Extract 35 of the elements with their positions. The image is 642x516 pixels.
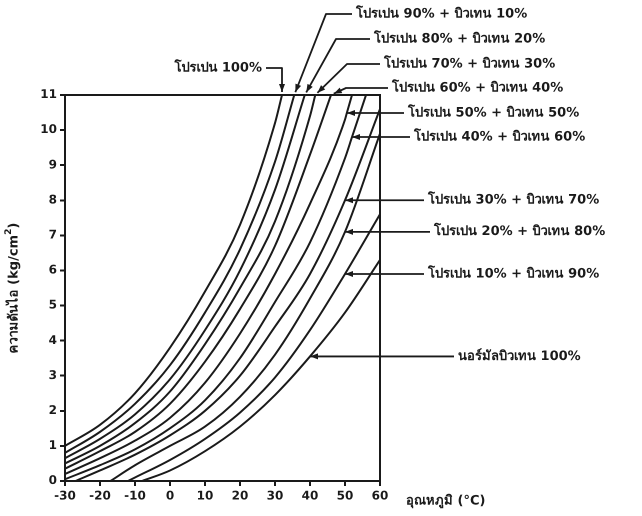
y-tick-label: 5 [48, 298, 57, 312]
x-tick-label: 30 [266, 488, 284, 502]
annotation: โปรเปน 30% + บิวเทน 70% [427, 190, 600, 208]
y-tick-label: 3 [48, 368, 57, 382]
annotation: โปรเปน 10% + บิวเทน 90% [427, 264, 600, 282]
y-tick-label: 10 [40, 122, 57, 136]
text: โปรเปน 50% + บิวเทน 50% [407, 103, 580, 120]
annotation: นอร์มัลบิวเทน 100% [458, 348, 581, 364]
y-tick-label: 9 [48, 157, 57, 172]
y-tick-label: 0 [48, 473, 57, 488]
y-tick-label: 2 [48, 402, 57, 417]
x-tick-label: 60 [372, 488, 388, 502]
y-axis-title: ความดันไอ (kg/cm2) [4, 222, 22, 354]
y-tick-label: 4 [48, 332, 57, 347]
x-tick-label: 20 [232, 488, 248, 502]
annotation: โปรเปน 70% + บิวเทน 30% [383, 54, 556, 72]
annotation: โปรเปน 20% + บิวเทน 80% [433, 222, 606, 240]
x-axis-title: อุณหภูมิ (°C) [406, 493, 486, 508]
y-tick-label: 6 [48, 262, 57, 277]
x-tick-label: -10 [124, 488, 146, 502]
x-tick-label: 0 [166, 488, 174, 502]
x-tick-label: 50 [336, 488, 354, 502]
x-tick-label: -20 [89, 488, 111, 502]
annotation: โปรเปน 90% + บิวเทน 10% [355, 4, 528, 22]
y-tick-label: 11 [40, 87, 57, 102]
annotation: โปรเปน 80% + บิวเทน 20% [373, 29, 546, 46]
text: โปรเปน 40% + บิวเทน 60% [413, 127, 586, 144]
annotation: โปรเปน 60% + บิวเทน 40% [391, 78, 564, 96]
annotation: โปรเปน 100% [173, 58, 262, 76]
x-tick-label: 40 [302, 488, 318, 502]
y-tick-label: 1 [48, 438, 57, 452]
x-tick-label: -30 [54, 488, 76, 502]
x-tick-label: 10 [196, 488, 214, 502]
y-tick-label: 7 [48, 227, 57, 242]
y-tick-label: 8 [48, 192, 57, 206]
